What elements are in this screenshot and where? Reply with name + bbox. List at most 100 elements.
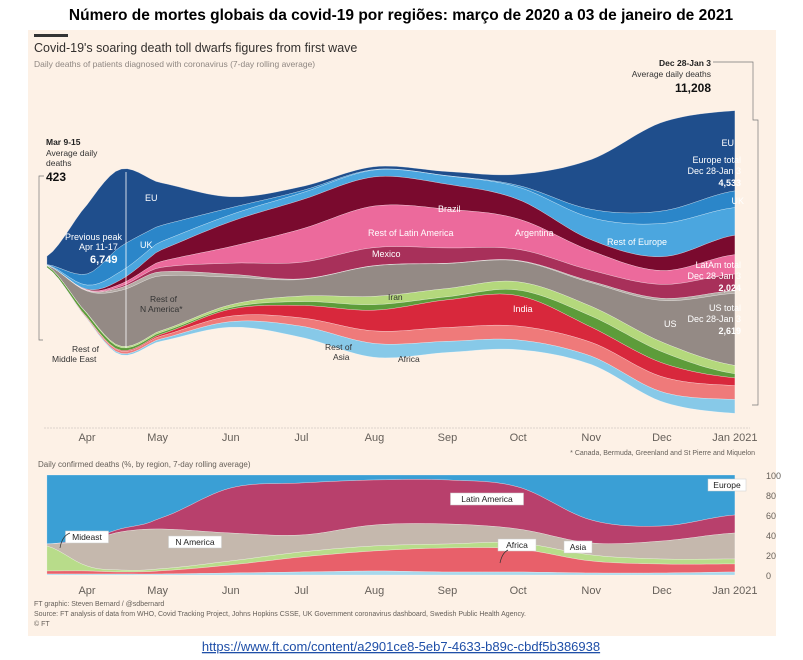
label-n-america: N America bbox=[168, 535, 222, 549]
share-subtitle: Daily confirmed deaths (%, by region, 7-… bbox=[38, 460, 251, 469]
start-bracket bbox=[38, 175, 44, 341]
label-box bbox=[497, 538, 537, 552]
label-eu-right: EU bbox=[721, 138, 734, 148]
x-tick-label: Jul bbox=[294, 432, 308, 444]
share-labels: Europe Latin America Mideast N America Afric… bbox=[65, 478, 747, 554]
annotation-latam-total: LatAm total Dec 28-Jan 3 2,024 bbox=[687, 260, 741, 293]
latam-total-label: LatAm total bbox=[695, 260, 741, 270]
x-tick-label: Sep bbox=[438, 585, 458, 597]
y-tick-label: 60 bbox=[766, 511, 776, 521]
label-us: US bbox=[664, 319, 677, 329]
label-latin-america: Latin America bbox=[450, 492, 524, 506]
annotation-end: Dec 28-Jan 3 Average daily deaths 11,208 bbox=[632, 58, 759, 406]
label-rest-asia-1: Rest of bbox=[325, 342, 353, 352]
label-europe: Europe bbox=[707, 478, 747, 492]
start-period: Mar 9-15 bbox=[46, 137, 81, 147]
y-tick-label: 100 bbox=[766, 471, 781, 481]
label-eu: EU bbox=[145, 193, 158, 203]
label-africa: Africa bbox=[497, 538, 537, 552]
label-text: Asia bbox=[570, 542, 587, 552]
y-tick-label: 80 bbox=[766, 491, 776, 501]
label-uk: UK bbox=[140, 240, 153, 250]
y-tick-label: 20 bbox=[766, 551, 776, 561]
x-tick-label: May bbox=[147, 585, 168, 597]
label-text: Africa bbox=[506, 540, 528, 550]
footnote: * Canada, Bermuda, Greenland and St Pier… bbox=[570, 450, 755, 457]
x-tick-label: Apr bbox=[78, 585, 95, 597]
label-box bbox=[450, 492, 524, 506]
label-uk-right: UK bbox=[731, 196, 744, 206]
x-tick-label: Oct bbox=[510, 585, 527, 597]
x-tick-label: Aug bbox=[365, 585, 385, 597]
peak-value: 6,749 bbox=[90, 254, 118, 266]
europe-total-period: Dec 28-Jan 3 bbox=[687, 166, 741, 176]
x-tick-label: Jun bbox=[222, 432, 240, 444]
label-africa: Africa bbox=[398, 354, 420, 364]
africa-leader bbox=[499, 549, 509, 564]
area-africa bbox=[46, 570, 736, 576]
label-india: India bbox=[513, 304, 533, 314]
label-box bbox=[707, 478, 747, 492]
peak-label: Previous peak bbox=[65, 232, 123, 242]
europe-total-value: 4,533 bbox=[718, 178, 741, 188]
annotation-peak: Previous peak Apr 11-17 6,749 bbox=[65, 172, 127, 348]
us-total-value: 2,619 bbox=[718, 326, 741, 336]
y-tick-label: 0 bbox=[766, 571, 771, 581]
label-text: Mideast bbox=[72, 532, 102, 542]
label-brazil: Brazil bbox=[438, 204, 461, 214]
page-title: Número de mortes globais da covid-19 por… bbox=[69, 7, 734, 24]
label-box bbox=[563, 540, 593, 554]
europe-total-label: Europe total bbox=[692, 155, 741, 165]
streamgraph bbox=[46, 110, 736, 414]
x-tick-label: Apr bbox=[78, 432, 95, 444]
end-label: Average daily deaths bbox=[632, 69, 711, 79]
end-period: Dec 28-Jan 3 bbox=[659, 58, 711, 68]
label-box bbox=[168, 535, 222, 549]
label-box bbox=[65, 530, 109, 544]
label-mideast: Mideast bbox=[65, 530, 109, 544]
share-chart bbox=[46, 474, 736, 576]
x-tick-label: Jan 2021 bbox=[712, 585, 757, 597]
source-link[interactable]: https://www.ft.com/content/a2901ce8-5eb7… bbox=[202, 639, 600, 654]
x-tick-label: Jun bbox=[222, 585, 240, 597]
label-rest-nam-1: Rest of bbox=[150, 294, 178, 304]
end-value: 11,208 bbox=[675, 81, 711, 95]
ft-bar-mark bbox=[34, 34, 68, 37]
label-iran: Iran bbox=[388, 292, 403, 302]
x-tick-label: Jul bbox=[294, 585, 308, 597]
share-y-axis: 0 20 40 60 80 100 bbox=[766, 471, 781, 581]
label-rest-latam: Rest of Latin America bbox=[368, 228, 454, 238]
credit-source: Source: FT analysis of data from WHO, Co… bbox=[34, 611, 526, 618]
start-label-2: deaths bbox=[46, 158, 72, 168]
label-rest-nam-2: N America* bbox=[140, 304, 183, 314]
start-value: 423 bbox=[46, 170, 66, 184]
chart-subtitle: Daily deaths of patients diagnosed with … bbox=[34, 59, 315, 69]
label-text: Europe bbox=[713, 480, 741, 490]
credit-graphic: FT graphic: Steven Bernard / @sdbernard bbox=[34, 601, 164, 608]
us-total-label: US total bbox=[709, 303, 741, 313]
credit-copyright: © FT bbox=[34, 620, 50, 628]
end-bracket bbox=[713, 61, 759, 406]
peak-period: Apr 11-17 bbox=[79, 242, 118, 252]
x-tick-label: Aug bbox=[365, 432, 385, 444]
label-asia: Asia bbox=[563, 540, 593, 554]
y-tick-label: 40 bbox=[766, 531, 776, 541]
x-tick-label: Jan 2021 bbox=[712, 432, 757, 444]
label-rest-europe: Rest of Europe bbox=[607, 237, 667, 247]
x-tick-label: Nov bbox=[581, 432, 601, 444]
label-rest-me-2: Middle East bbox=[52, 354, 97, 364]
label-argentina: Argentina bbox=[515, 228, 554, 238]
label-text: Latin America bbox=[461, 494, 513, 504]
series-labels: EU UK Brazil Rest of Latin America Argen… bbox=[52, 138, 744, 364]
label-text: N America bbox=[175, 537, 214, 547]
x-tick-label: Dec bbox=[652, 585, 672, 597]
x-tick-label: Sep bbox=[438, 432, 458, 444]
latam-total-value: 2,024 bbox=[718, 283, 741, 293]
annotation-europe-total: Europe total Dec 28-Jan 3 4,533 bbox=[687, 155, 741, 188]
share-x-axis: Apr May Jun Jul Aug Sep Oct Nov Dec Jan 2021 bbox=[78, 585, 757, 597]
annotation-start: Mar 9-15 Average daily deaths 423 bbox=[38, 137, 98, 341]
label-mexico: Mexico bbox=[372, 249, 401, 259]
us-total-period: Dec 28-Jan 3 bbox=[687, 314, 741, 324]
label-rest-me-1: Rest of bbox=[72, 344, 100, 354]
